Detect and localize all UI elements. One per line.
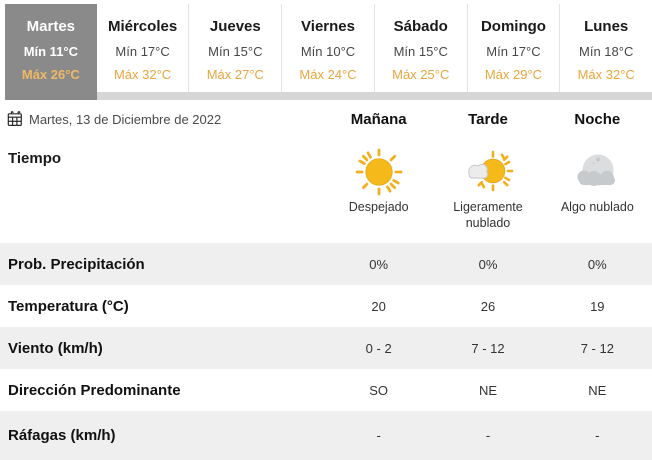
weather-cell-noche: Algo nublado — [543, 138, 652, 243]
tab-day-label: Jueves — [209, 18, 261, 35]
tab-min-temp: Mín 17°C — [486, 44, 541, 59]
row-value-noche: 7 - 12 — [580, 340, 614, 356]
tab-max-temp: Máx 32°C — [577, 67, 635, 82]
table-row-direccion: Dirección Predominante SO NE NE — [0, 369, 652, 411]
tab-domingo[interactable]: Domingo Mín 17°C Máx 29°C — [466, 4, 560, 92]
sun-cloud-icon — [468, 150, 514, 192]
row-label: Temperatura (°C) — [8, 297, 129, 315]
tab-day-label: Lunes — [584, 18, 629, 35]
col-header-tarde: Tarde — [468, 110, 508, 128]
col-header-noche: Noche — [574, 110, 621, 128]
tab-day-label: Domingo — [480, 18, 546, 35]
row-label: Prob. Precipitación — [8, 255, 145, 273]
row-value-noche: NE — [588, 382, 607, 398]
date-text: Martes, 13 de Diciembre de 2022 — [29, 111, 222, 127]
tab-martes[interactable]: Martes Mín 11°C Máx 26°C — [5, 4, 97, 100]
table-row-temperatura: Temperatura (°C) 20 26 19 — [0, 285, 652, 327]
tab-lunes[interactable]: Lunes Mín 18°C Máx 32°C — [559, 4, 652, 92]
row-label: Viento (km/h) — [8, 339, 103, 357]
weather-caption: Ligeramente nublado — [453, 200, 523, 230]
tab-day-label: Sábado — [393, 18, 448, 35]
tab-max-temp: Máx 26°C — [21, 67, 80, 82]
sun-icon — [355, 148, 403, 196]
tab-min-temp: Mín 10°C — [300, 44, 356, 59]
tab-jueves[interactable]: Jueves Mín 15°C Máx 27°C — [188, 4, 281, 92]
row-value-tarde: 26 — [480, 298, 496, 314]
tab-sabado[interactable]: Sábado Mín 15°C Máx 25°C — [373, 4, 467, 92]
row-value-manana: SO — [369, 382, 389, 398]
row-label: Dirección Predominante — [8, 381, 181, 399]
row-value-tarde: 7 - 12 — [471, 340, 505, 356]
row-value-manana: - — [376, 428, 381, 443]
current-date: Martes, 13 de Diciembre de 2022 — [0, 111, 324, 127]
day-tabs: Martes Mín 11°C Máx 26°C Miércoles Mín 1… — [0, 0, 652, 100]
moon-cloud-icon — [577, 154, 616, 186]
table-row-viento: Viento (km/h) 0 - 2 7 - 12 7 - 12 — [0, 327, 652, 369]
tab-miercoles[interactable]: Miércoles Mín 17°C Máx 32°C — [97, 4, 189, 92]
row-label: Ráfagas (km/h) — [8, 427, 116, 444]
subheader: Martes, 13 de Diciembre de 2022 Mañana T… — [0, 100, 652, 138]
weather-cell-manana: Despejado — [324, 138, 433, 243]
row-value-tarde: NE — [478, 382, 498, 398]
table-row-rafagas: Ráfagas (km/h) - - - — [0, 411, 652, 460]
tab-min-temp: Mín 17°C — [115, 44, 170, 59]
row-value-noche: 19 — [590, 298, 605, 314]
tab-day-label: Miércoles — [107, 18, 178, 35]
tab-day-label: Martes — [26, 18, 76, 35]
tab-max-temp: Máx 25°C — [392, 67, 450, 82]
tab-min-temp: Mín 15°C — [393, 44, 448, 59]
weather-row: Tiempo Despejad — [0, 138, 652, 243]
row-value-manana: 0% — [369, 256, 389, 272]
tab-min-temp: Mín 18°C — [579, 44, 634, 59]
tab-day-label: Viernes — [301, 18, 355, 35]
tab-max-temp: Máx 24°C — [299, 67, 357, 82]
tab-max-temp: Máx 32°C — [113, 67, 172, 82]
tab-min-temp: Mín 15°C — [208, 44, 263, 59]
weather-caption: Algo nublado — [560, 200, 634, 214]
row-value-tarde: - — [485, 428, 491, 443]
tab-max-temp: Máx 29°C — [484, 67, 543, 82]
calendar-icon — [7, 111, 22, 127]
row-value-noche: - — [595, 428, 600, 443]
row-value-noche: 0% — [587, 256, 607, 272]
tab-viernes[interactable]: Viernes Mín 10°C Máx 24°C — [281, 4, 374, 92]
row-value-manana: 20 — [371, 298, 386, 314]
tab-max-temp: Máx 27°C — [206, 67, 264, 82]
row-label-tiempo: Tiempo — [8, 150, 62, 167]
col-header-manana: Mañana — [350, 110, 407, 128]
weather-caption: Despejado — [348, 200, 409, 214]
row-value-tarde: 0% — [478, 256, 498, 272]
tab-min-temp: Mín 11°C — [23, 44, 79, 59]
table-row-precipitacion: Prob. Precipitación 0% 0% 0% — [0, 243, 652, 285]
weather-cell-tarde: Ligeramente nublado — [433, 138, 542, 243]
row-value-manana: 0 - 2 — [365, 340, 392, 356]
